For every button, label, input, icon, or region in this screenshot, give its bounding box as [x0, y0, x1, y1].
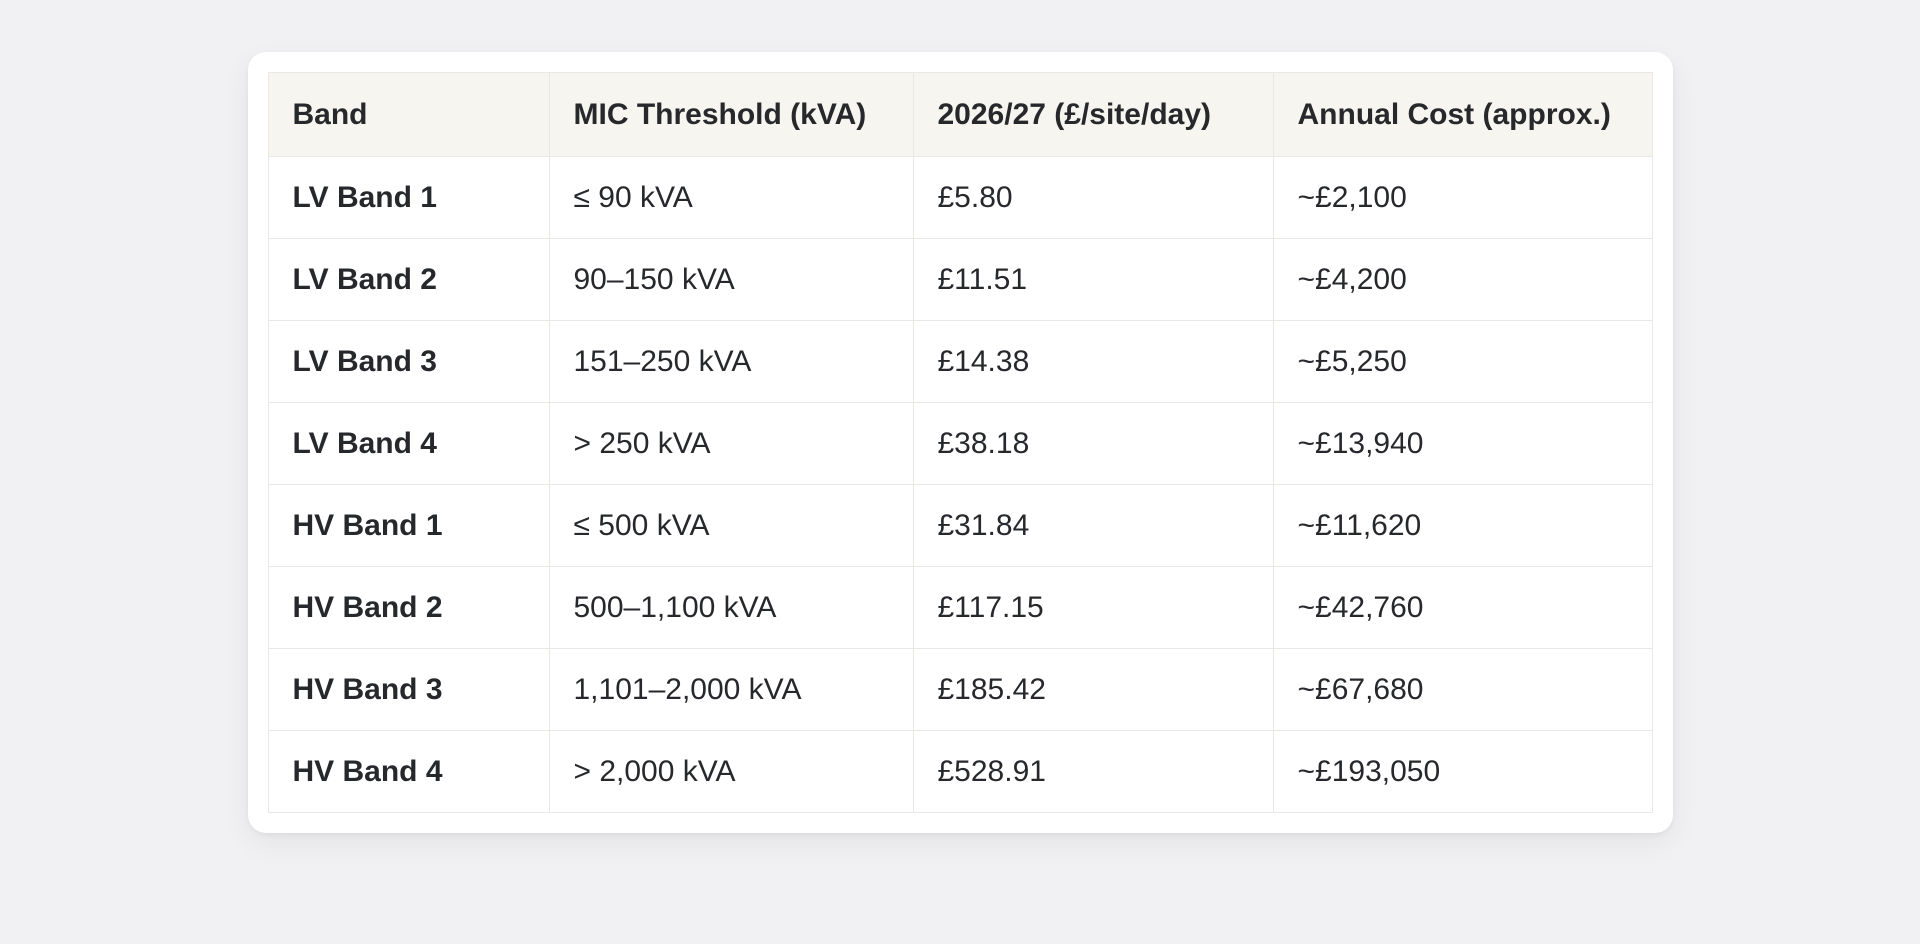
column-header-band: Band [267, 72, 550, 157]
header-row: Band MIC Threshold (kVA) 2026/27 (£/site… [267, 72, 1653, 157]
annual-cost-cell: ~£5,250 [1272, 320, 1653, 403]
table-row: HV Band 3 1,101–2,000 kVA £185.42 ~£67,6… [267, 648, 1653, 731]
table-row: HV Band 4 > 2,000 kVA £528.91 ~£193,050 [267, 730, 1653, 813]
table-card: Band MIC Threshold (kVA) 2026/27 (£/site… [247, 52, 1673, 833]
band-cell: LV Band 1 [267, 156, 550, 239]
daily-rate-cell: £14.38 [912, 320, 1274, 403]
band-cell: LV Band 2 [267, 238, 550, 321]
threshold-cell: 500–1,100 kVA [548, 566, 914, 649]
daily-rate-cell: £11.51 [912, 238, 1274, 321]
daily-rate-cell: £31.84 [912, 484, 1274, 567]
daily-rate-cell: £117.15 [912, 566, 1274, 649]
table-body: LV Band 1 ≤ 90 kVA £5.80 ~£2,100 LV Band… [267, 156, 1653, 813]
daily-rate-cell: £5.80 [912, 156, 1274, 239]
band-cell: HV Band 1 [267, 484, 550, 567]
threshold-cell: 1,101–2,000 kVA [548, 648, 914, 731]
annual-cost-cell: ~£11,620 [1272, 484, 1653, 567]
annual-cost-cell: ~£42,760 [1272, 566, 1653, 649]
daily-rate-cell: £185.42 [912, 648, 1274, 731]
band-cell: HV Band 3 [267, 648, 550, 731]
table-row: LV Band 1 ≤ 90 kVA £5.80 ~£2,100 [267, 156, 1653, 239]
annual-cost-cell: ~£4,200 [1272, 238, 1653, 321]
band-cell: HV Band 2 [267, 566, 550, 649]
band-cell: HV Band 4 [267, 730, 550, 813]
table-row: LV Band 3 151–250 kVA £14.38 ~£5,250 [267, 320, 1653, 403]
column-header-threshold: MIC Threshold (kVA) [548, 72, 914, 157]
table-row: LV Band 2 90–150 kVA £11.51 ~£4,200 [267, 238, 1653, 321]
daily-rate-cell: £528.91 [912, 730, 1274, 813]
charging-bands-table: Band MIC Threshold (kVA) 2026/27 (£/site… [267, 72, 1653, 813]
threshold-cell: 90–150 kVA [548, 238, 914, 321]
column-header-annual-cost: Annual Cost (approx.) [1272, 72, 1653, 157]
threshold-cell: ≤ 500 kVA [548, 484, 914, 567]
table-row: HV Band 2 500–1,100 kVA £117.15 ~£42,760 [267, 566, 1653, 649]
band-cell: LV Band 4 [267, 402, 550, 485]
annual-cost-cell: ~£67,680 [1272, 648, 1653, 731]
annual-cost-cell: ~£193,050 [1272, 730, 1653, 813]
daily-rate-cell: £38.18 [912, 402, 1274, 485]
threshold-cell: > 2,000 kVA [548, 730, 914, 813]
table-row: HV Band 1 ≤ 500 kVA £31.84 ~£11,620 [267, 484, 1653, 567]
threshold-cell: ≤ 90 kVA [548, 156, 914, 239]
annual-cost-cell: ~£2,100 [1272, 156, 1653, 239]
threshold-cell: > 250 kVA [548, 402, 914, 485]
table-header: Band MIC Threshold (kVA) 2026/27 (£/site… [267, 72, 1653, 157]
table-row: LV Band 4 > 250 kVA £38.18 ~£13,940 [267, 402, 1653, 485]
threshold-cell: 151–250 kVA [548, 320, 914, 403]
column-header-daily-rate: 2026/27 (£/site/day) [912, 72, 1274, 157]
band-cell: LV Band 3 [267, 320, 550, 403]
annual-cost-cell: ~£13,940 [1272, 402, 1653, 485]
